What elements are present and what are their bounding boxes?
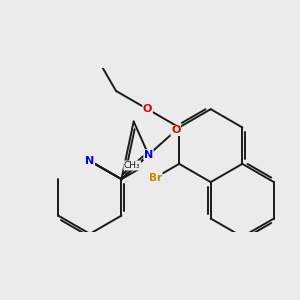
Text: N: N (144, 150, 153, 160)
Text: CH₃: CH₃ (124, 161, 140, 170)
Text: O: O (171, 125, 180, 136)
Text: Br: Br (149, 172, 162, 182)
Text: N: N (85, 156, 94, 166)
Text: O: O (143, 104, 152, 114)
